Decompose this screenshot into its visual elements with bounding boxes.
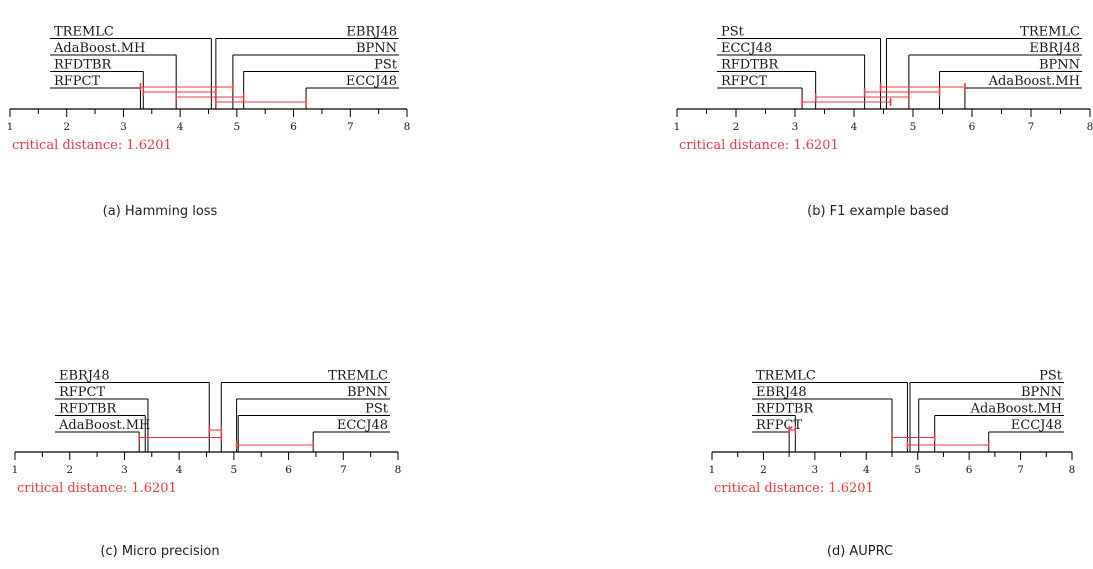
- method-label: ECCJ48: [337, 418, 388, 433]
- tick-label: 7: [340, 464, 347, 476]
- tick-label: 5: [231, 464, 238, 476]
- method-label: AdaBoost.MH: [988, 74, 1080, 89]
- method-label: EBRJ48: [59, 369, 110, 384]
- method-label: ECCJ48: [1011, 418, 1062, 433]
- method-label: RFPCT: [54, 74, 101, 89]
- tick-label: 8: [1087, 121, 1093, 133]
- tick-label: 4: [863, 464, 870, 476]
- tick-label: 2: [66, 464, 73, 476]
- critical-distance-label: critical distance: 1.6201: [17, 481, 177, 496]
- method-label: BPNN: [356, 41, 397, 56]
- tick-label: 6: [966, 464, 973, 476]
- panel-caption: (a) Hamming loss: [103, 204, 218, 219]
- method-label: RFDTBR: [54, 58, 112, 73]
- tick-label: 6: [290, 121, 297, 133]
- critical-distance-label: critical distance: 1.6201: [714, 481, 874, 496]
- method-label: TREMLC: [1020, 25, 1080, 40]
- tick-label: 6: [285, 464, 292, 476]
- method-label: TREMLC: [328, 369, 388, 384]
- tick-label: 5: [914, 464, 921, 476]
- method-label: ECCJ48: [346, 74, 397, 89]
- panel-caption: (b) F1 example based: [807, 204, 949, 219]
- cd-panel-2: 1 2 3 4 5 6 7 8 critical distance: 1.6201 PStECCJ…: [674, 25, 1093, 220]
- method-label: AdaBoost.MH: [53, 41, 145, 56]
- method-label: RFPCT: [721, 74, 768, 89]
- tick-label: 5: [234, 121, 241, 133]
- panel-caption: (c) Micro precision: [100, 544, 219, 559]
- tick-label: 5: [910, 121, 917, 133]
- method-label: EBRJ48: [346, 25, 397, 40]
- method-label: ECCJ48: [721, 41, 772, 56]
- method-label: RFPCT: [59, 385, 106, 400]
- panel-caption: (d) AUPRC: [827, 544, 893, 559]
- tick-label: 2: [760, 464, 767, 476]
- tick-label: 4: [177, 121, 184, 133]
- cd-panel-1: 1 2 3 4 5 6 7 8 critical distance: 1.6201 TREMLCA…: [7, 25, 411, 220]
- method-label: EBRJ48: [756, 385, 807, 400]
- method-label: AdaBoost.MH: [58, 418, 150, 433]
- tick-label: 8: [404, 121, 411, 133]
- tick-label: 3: [812, 464, 819, 476]
- tick-label: 1: [7, 121, 14, 133]
- tick-label: 7: [1028, 121, 1035, 133]
- method-label: PSt: [721, 25, 745, 40]
- tick-label: 3: [792, 121, 799, 133]
- method-label: TREMLC: [756, 369, 816, 384]
- tick-label: 3: [121, 464, 128, 476]
- tick-label: 1: [674, 121, 681, 133]
- method-label: RFDTBR: [756, 402, 814, 417]
- tick-label: 1: [709, 464, 716, 476]
- tick-label: 6: [969, 121, 976, 133]
- method-label: RFDTBR: [59, 402, 117, 417]
- tick-label: 2: [63, 121, 70, 133]
- method-label: PSt: [365, 402, 389, 417]
- method-label: RFDTBR: [721, 58, 779, 73]
- tick-label: 8: [395, 464, 402, 476]
- tick-label: 4: [851, 121, 858, 133]
- method-label: BPNN: [1021, 385, 1062, 400]
- method-label: PSt: [1039, 369, 1063, 384]
- method-label: AdaBoost.MH: [970, 402, 1062, 417]
- tick-label: 4: [176, 464, 183, 476]
- tick-label: 1: [12, 464, 19, 476]
- tick-label: 7: [1017, 464, 1024, 476]
- method-label: RFPCT: [756, 418, 803, 433]
- method-label: EBRJ48: [1029, 41, 1080, 56]
- method-label: TREMLC: [54, 25, 114, 40]
- critical-distance-label: critical distance: 1.6201: [12, 138, 172, 153]
- tick-label: 7: [347, 121, 354, 133]
- tick-label: 8: [1069, 464, 1076, 476]
- method-label: BPNN: [1039, 58, 1080, 73]
- critical-distance-label: critical distance: 1.6201: [679, 138, 839, 153]
- tick-label: 3: [120, 121, 127, 133]
- method-label: BPNN: [347, 385, 388, 400]
- method-label: PSt: [374, 58, 398, 73]
- tick-label: 2: [733, 121, 740, 133]
